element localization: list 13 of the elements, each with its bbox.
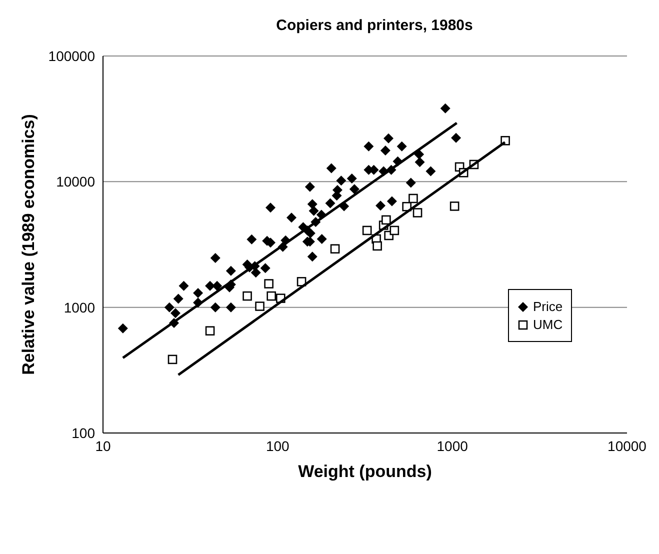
legend-label: UMC	[533, 317, 563, 332]
y-tick-label: 1000	[64, 299, 96, 316]
x-tick-label: 10000	[608, 438, 647, 454]
chart-title: Copiers and printers, 1980s	[275, 16, 474, 36]
legend-label: Price	[533, 299, 563, 314]
x-axis-title: Weight (pounds)	[298, 462, 432, 481]
y-tick-label: 100000	[48, 48, 96, 64]
x-tick-label: 1000	[436, 438, 468, 454]
x-tick-label: 10	[95, 438, 111, 454]
y-axis-title: Relative value (1989 economics)	[19, 114, 38, 375]
y-tick-label: 10000	[56, 174, 96, 190]
x-tick-label: 100	[266, 438, 290, 454]
y-tick-label: 100	[72, 424, 96, 441]
